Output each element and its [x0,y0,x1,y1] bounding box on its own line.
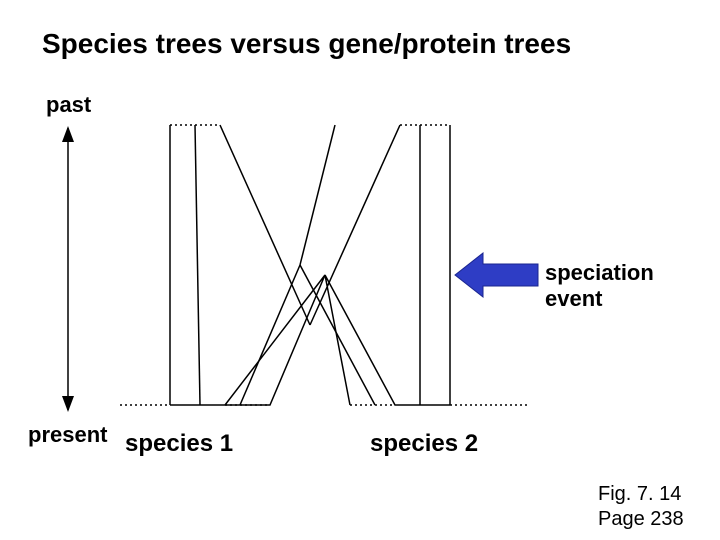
label-present: present [28,422,107,448]
label-species-2: species 2 [370,430,478,458]
label-species-1: species 1 [125,430,233,458]
label-speciation: speciationevent [545,260,654,312]
page: Species trees versus gene/protein trees … [0,0,720,540]
label-past: past [46,92,91,118]
figure-caption: Fig. 7. 14Page 238 [598,482,684,532]
